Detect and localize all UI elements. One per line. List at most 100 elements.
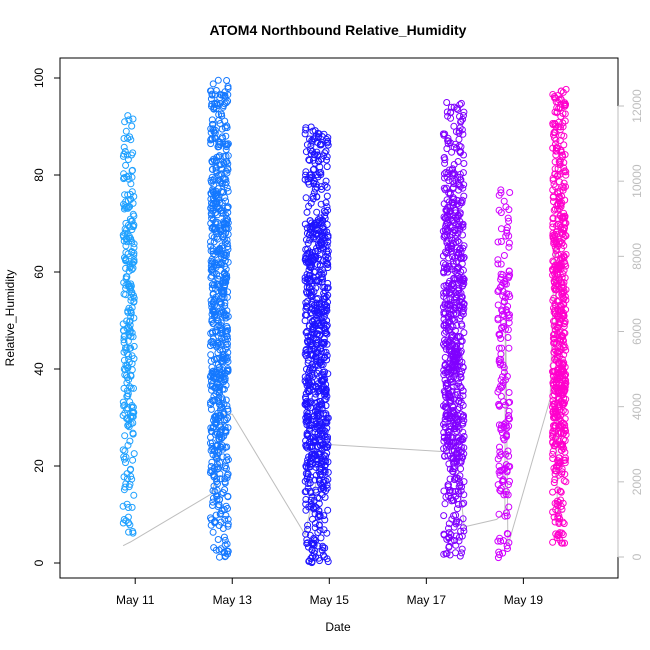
- data-point: [550, 407, 557, 415]
- data-point: [209, 502, 216, 509]
- data-point: [124, 414, 131, 422]
- data-point: [555, 423, 563, 431]
- data-point: [455, 483, 463, 491]
- data-point: [460, 304, 468, 312]
- data-point: [217, 178, 225, 186]
- data-point: [495, 206, 503, 214]
- data-point: [458, 322, 466, 330]
- data-point: [130, 251, 138, 259]
- data-point: [220, 548, 228, 556]
- data-point: [317, 534, 325, 542]
- data-point: [306, 229, 314, 237]
- data-point: [558, 303, 566, 311]
- data-point: [454, 306, 462, 314]
- data-point: [323, 192, 331, 200]
- data-point: [221, 423, 229, 431]
- data-point: [302, 126, 310, 134]
- data-point: [456, 404, 463, 412]
- data-point: [557, 488, 565, 496]
- data-point: [208, 303, 216, 311]
- data-point: [440, 366, 448, 374]
- data-point: [302, 496, 310, 503]
- data-point: [460, 478, 468, 486]
- x-axis-label: Date: [325, 620, 351, 634]
- data-point: [504, 481, 512, 489]
- data-point: [321, 368, 329, 376]
- data-point: [324, 264, 332, 272]
- data-point: [551, 470, 559, 478]
- data-point: [130, 193, 138, 200]
- data-point: [497, 260, 505, 268]
- data-point: [322, 199, 330, 207]
- data-point: [457, 373, 465, 381]
- axes-layer: 0 20 40 60 80 100 0 2000 4000 6000 8000 10000 12000 M…: [32, 68, 644, 607]
- data-point: [121, 191, 129, 199]
- data-point: [212, 546, 220, 554]
- data-point: [561, 274, 569, 282]
- data-point: [442, 403, 450, 411]
- data-point: [217, 228, 225, 236]
- data-point: [216, 431, 224, 439]
- data-point: [121, 118, 129, 126]
- data-point: [503, 530, 511, 537]
- data-point: [460, 181, 468, 189]
- data-point: [314, 317, 322, 325]
- data-point: [453, 322, 461, 329]
- data-point: [122, 127, 130, 135]
- data-point: [506, 189, 514, 196]
- data-point: [121, 202, 129, 210]
- data-point: [122, 366, 129, 374]
- data-point: [446, 263, 453, 271]
- data-point: [494, 260, 502, 268]
- data-point: [324, 139, 331, 147]
- data-point: [549, 174, 557, 182]
- data-point: [504, 302, 512, 310]
- data-point: [304, 356, 312, 364]
- data-point: [550, 331, 557, 339]
- data-point: [505, 319, 513, 327]
- data-point: [494, 455, 502, 463]
- data-point: [315, 510, 323, 518]
- data-point: [445, 137, 452, 145]
- data-point: [313, 299, 321, 307]
- data-point: [120, 365, 128, 373]
- y-axis-label: Relative_Humidity: [3, 270, 17, 367]
- data-point: [302, 346, 310, 353]
- data-point: [213, 388, 221, 396]
- data-point: [549, 214, 557, 222]
- data-point: [129, 456, 137, 464]
- data-point: [550, 258, 558, 266]
- data-point: [454, 454, 462, 462]
- data-point: [553, 534, 561, 542]
- data-point: [221, 302, 229, 310]
- data-point: [129, 529, 137, 537]
- data-point: [504, 545, 511, 552]
- data-point: [302, 487, 310, 495]
- data-point: [124, 441, 132, 449]
- data-point: [224, 216, 232, 224]
- data-point: [311, 407, 319, 415]
- y2-tick-label: 12000: [630, 89, 644, 123]
- data-point: [224, 424, 232, 432]
- data-point: [314, 134, 322, 142]
- data-point: [217, 412, 225, 420]
- data-point: [302, 437, 310, 445]
- x-tick-label: May 19: [504, 593, 544, 607]
- data-point: [556, 103, 564, 111]
- data-point: [301, 176, 309, 183]
- data-point: [314, 494, 322, 502]
- data-point: [303, 409, 311, 416]
- data-point: [308, 558, 316, 566]
- data-point: [310, 345, 317, 353]
- data-point: [501, 280, 509, 288]
- data-point: [130, 491, 138, 499]
- data-point: [313, 226, 321, 234]
- data-point: [449, 352, 457, 360]
- data-point: [224, 414, 232, 422]
- y-tick-label: 80: [32, 168, 46, 182]
- data-point: [449, 487, 457, 495]
- data-point: [558, 148, 565, 156]
- data-point: [209, 487, 217, 495]
- data-point: [495, 402, 503, 410]
- data-point: [320, 295, 328, 303]
